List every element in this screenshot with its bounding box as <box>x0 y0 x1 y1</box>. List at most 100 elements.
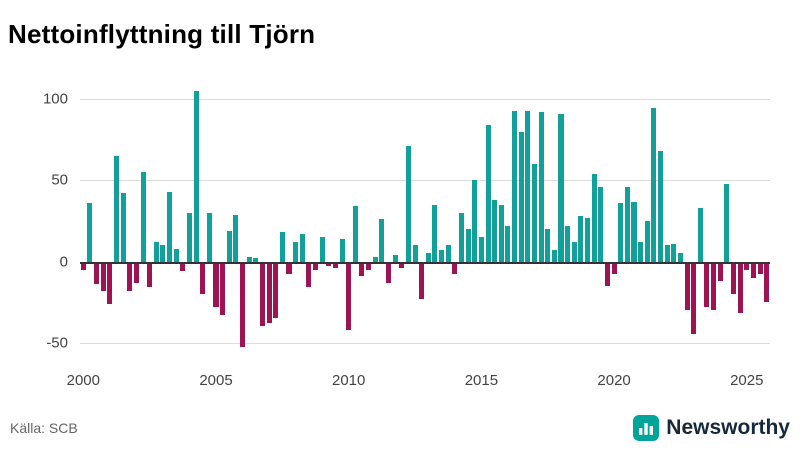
bar <box>326 261 332 267</box>
bar <box>631 201 637 262</box>
bar <box>505 225 511 262</box>
bar <box>750 261 756 278</box>
bar <box>512 110 518 262</box>
bar <box>485 125 491 262</box>
bar <box>80 261 86 270</box>
bar <box>452 261 458 275</box>
bar <box>87 203 93 262</box>
bar <box>366 261 372 270</box>
bar <box>246 256 252 262</box>
y-tick-label: -50 <box>46 334 68 352</box>
bar <box>399 261 405 268</box>
gridline <box>80 180 770 182</box>
bar <box>220 261 226 315</box>
bar <box>591 174 597 262</box>
bar <box>538 112 544 262</box>
bar <box>585 217 591 262</box>
y-tick-label: 0 <box>59 253 68 271</box>
bar-chart-logo-icon <box>633 415 660 441</box>
bar <box>558 114 564 262</box>
y-tick-label: 50 <box>51 171 68 189</box>
bar <box>578 216 584 262</box>
bar <box>352 206 358 262</box>
bar <box>551 250 557 262</box>
bar <box>571 242 577 262</box>
bar <box>100 261 106 291</box>
bar <box>644 221 650 262</box>
bar <box>253 258 259 262</box>
x-tick-label: 2025 <box>730 372 764 389</box>
zero-axis-line <box>80 261 770 264</box>
bar <box>419 261 425 299</box>
bar <box>286 261 292 275</box>
bar <box>439 250 445 262</box>
bar <box>140 172 146 262</box>
source-label: Källa: SCB <box>10 420 78 436</box>
bar <box>147 261 153 288</box>
x-tick-label: 2000 <box>66 372 100 389</box>
x-tick-label: 2005 <box>199 372 233 389</box>
newsworthy-logo[interactable]: Newsworthy <box>633 415 790 441</box>
bar <box>711 261 717 311</box>
bar <box>306 261 312 288</box>
bar <box>405 146 411 262</box>
bar <box>658 151 664 262</box>
bar <box>518 131 524 262</box>
chart-footer: Källa: SCB Newsworthy <box>0 406 800 450</box>
bar <box>492 199 498 262</box>
bar <box>478 237 484 262</box>
bar <box>651 107 657 262</box>
chart-title: Nettoinflyttning till Tjörn <box>8 19 316 50</box>
bar <box>293 242 299 262</box>
bar <box>206 212 212 262</box>
bar <box>120 193 126 262</box>
bar <box>525 110 531 262</box>
bar <box>226 230 232 262</box>
bar <box>618 203 624 262</box>
bar <box>173 248 179 262</box>
bar <box>213 261 219 307</box>
bar <box>299 233 305 262</box>
bar <box>113 156 119 262</box>
bar <box>565 225 571 262</box>
x-tick-label: 2020 <box>597 372 631 389</box>
bar-chart-plot-area: -50 0 50 100 2000 2005 2010 2015 2020 2025 <box>43 80 770 389</box>
bar <box>458 212 464 262</box>
bar <box>193 91 199 262</box>
gridline <box>80 342 770 344</box>
bar <box>392 255 398 262</box>
bar <box>273 261 279 319</box>
bar <box>445 245 451 262</box>
bar <box>167 191 173 262</box>
bar <box>186 212 192 262</box>
bar <box>233 214 239 262</box>
bar <box>425 253 431 262</box>
bar <box>359 261 365 277</box>
bar <box>671 243 677 262</box>
bar <box>339 238 345 262</box>
newsworthy-wordmark: Newsworthy <box>666 416 790 439</box>
bar <box>757 261 763 275</box>
y-tick-label: 100 <box>42 90 68 108</box>
x-tick-label: 2015 <box>464 372 499 389</box>
bar <box>127 261 133 291</box>
bar <box>472 180 478 262</box>
bar <box>153 242 159 262</box>
bar <box>737 261 743 314</box>
bar <box>372 256 378 262</box>
bar <box>638 242 644 262</box>
bar <box>744 261 750 270</box>
bar <box>664 245 670 262</box>
bar <box>677 253 683 262</box>
bar <box>266 261 272 324</box>
gridline <box>80 99 770 101</box>
bar <box>691 261 697 335</box>
bar <box>598 186 604 262</box>
bar <box>412 245 418 262</box>
bar <box>379 219 385 262</box>
bar <box>319 237 325 262</box>
bar <box>432 204 438 262</box>
bar <box>724 183 730 262</box>
bar <box>180 261 186 272</box>
bar <box>684 261 690 311</box>
